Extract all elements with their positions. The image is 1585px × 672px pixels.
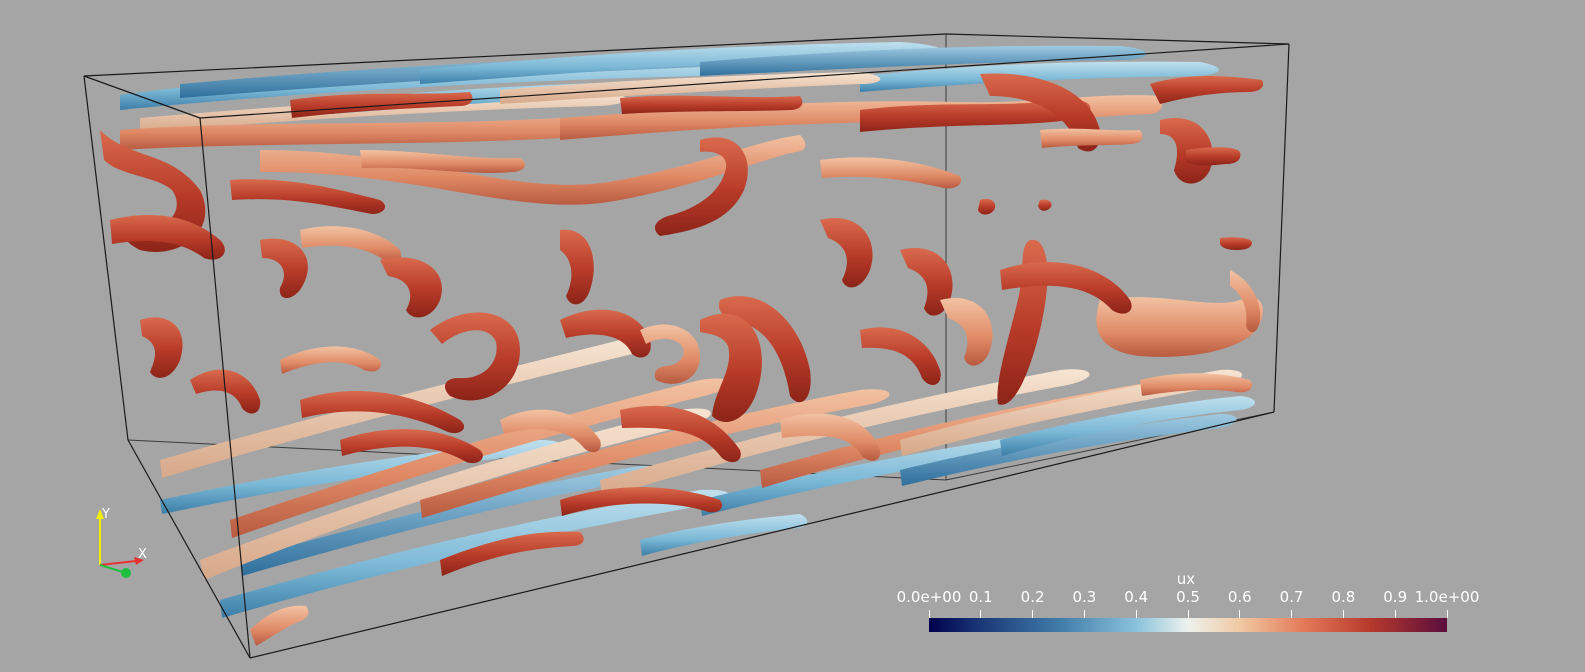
scalar-bar-tick-label: 1.0e+00 <box>1414 588 1480 606</box>
scalar-bar-title: ux <box>1176 570 1196 588</box>
x-axis-label: X <box>138 547 147 562</box>
scalar-bar-tick-mark <box>1446 610 1448 618</box>
scalar-bar-tick-mark <box>1135 610 1137 618</box>
scalar-bar-tick-mark <box>1083 610 1085 618</box>
scalar-bar-tick-label: 0.4 <box>1124 588 1149 606</box>
x-axis-line <box>99 560 137 566</box>
x-axis-arrow <box>134 557 144 565</box>
scalar-bar-tick-mark <box>980 610 982 618</box>
scalar-bar-tick-mark <box>1187 610 1189 618</box>
scalar-bar-tick-label: 0.1 <box>968 588 993 606</box>
y-axis-arrow <box>96 509 104 519</box>
scalar-bar-tick-label: 0.9 <box>1383 588 1408 606</box>
scalar-bar-tick-label: 0.7 <box>1279 588 1304 606</box>
scalar-bar-tick-label: 0.5 <box>1176 588 1200 606</box>
scalar-bar-tick-mark <box>928 610 930 618</box>
upper-vortex-tubes <box>100 73 1264 299</box>
orientation-axes-widget: Y X <box>88 503 158 583</box>
lower-vortex-tubes <box>140 198 1263 646</box>
scalar-bar-tick-label: 0.3 <box>1072 588 1097 606</box>
bounding-box-front <box>83 33 1290 659</box>
scalar-bar-tick-mark <box>1032 610 1034 618</box>
scalar-bar-tick-mark <box>1394 610 1396 618</box>
scalar-bar-tick-label: 0.8 <box>1331 588 1356 606</box>
scalar-bar-tick-label: 0.2 <box>1020 588 1045 606</box>
scalar-bar-tick-mark <box>1342 610 1344 618</box>
scalar-bar-tick-label: 0.6 <box>1227 588 1252 606</box>
scalar-bar-tick-label: 0.0e+00 <box>896 588 962 606</box>
axes-triad-icon <box>96 509 144 578</box>
scalar-bar-tick-mark <box>1291 610 1293 618</box>
z-axis-cap <box>121 568 131 578</box>
y-axis-label: Y <box>102 507 110 522</box>
scalar-bar-legend[interactable]: ux 0.0e+00 0.1 0.2 0.3 0.4 0.5 0.6 0.7 0.8 0.9 1.0… <box>882 570 1482 640</box>
scalar-bar-gradient <box>929 618 1447 632</box>
scalar-bar-tick-mark <box>1239 610 1241 618</box>
